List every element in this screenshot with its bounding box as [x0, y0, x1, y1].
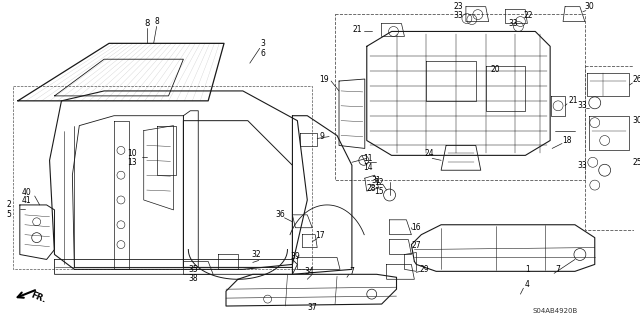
Text: 24: 24	[424, 149, 434, 158]
Bar	[13, 86, 312, 269]
Text: 5: 5	[6, 210, 12, 219]
Text: 38: 38	[189, 274, 198, 283]
Text: 40: 40	[22, 188, 31, 197]
Text: 2: 2	[6, 200, 12, 210]
Text: 13: 13	[127, 158, 137, 167]
Text: 7: 7	[349, 267, 355, 276]
Text: 18: 18	[563, 136, 572, 145]
Text: 19: 19	[319, 75, 329, 84]
Text: 33: 33	[577, 101, 587, 110]
Text: 6: 6	[260, 49, 265, 58]
Text: 29: 29	[419, 265, 429, 274]
Text: 9: 9	[320, 132, 324, 141]
Text: 37: 37	[307, 302, 317, 312]
Text: 26: 26	[632, 75, 640, 84]
Text: 8: 8	[144, 19, 149, 28]
Text: 14: 14	[363, 163, 372, 172]
Text: 17: 17	[316, 231, 325, 240]
Text: 10: 10	[127, 149, 137, 158]
Text: 34: 34	[305, 267, 314, 276]
Bar	[585, 66, 634, 230]
Text: 41: 41	[22, 197, 31, 205]
Text: 30: 30	[584, 2, 594, 11]
Text: 33: 33	[453, 11, 463, 20]
Bar	[335, 14, 585, 180]
Text: 27: 27	[412, 241, 421, 250]
Text: 15: 15	[374, 187, 383, 196]
Text: FR.: FR.	[29, 290, 47, 304]
Text: 30: 30	[632, 116, 640, 125]
Text: 21: 21	[352, 25, 362, 34]
Text: 3: 3	[260, 39, 265, 48]
Text: 22: 22	[524, 11, 533, 20]
Text: 32: 32	[251, 250, 260, 259]
Text: 33: 33	[509, 19, 518, 28]
Text: 16: 16	[412, 223, 421, 232]
Text: 33: 33	[577, 161, 587, 170]
Text: 12: 12	[374, 178, 383, 187]
Text: 1: 1	[525, 265, 530, 274]
Text: 21: 21	[568, 96, 578, 105]
Text: 35: 35	[188, 265, 198, 274]
Text: 8: 8	[154, 17, 159, 26]
Text: 28: 28	[367, 183, 376, 193]
Text: 23: 23	[453, 2, 463, 11]
Text: 4: 4	[525, 280, 530, 289]
Text: 36: 36	[276, 210, 285, 219]
Text: S04AB4920B: S04AB4920B	[532, 308, 578, 314]
Text: 11: 11	[363, 154, 372, 163]
Text: 7: 7	[556, 265, 561, 274]
Text: 39: 39	[291, 252, 300, 261]
Text: 20: 20	[491, 65, 500, 74]
Text: 31: 31	[372, 176, 381, 185]
Text: 25: 25	[632, 158, 640, 167]
